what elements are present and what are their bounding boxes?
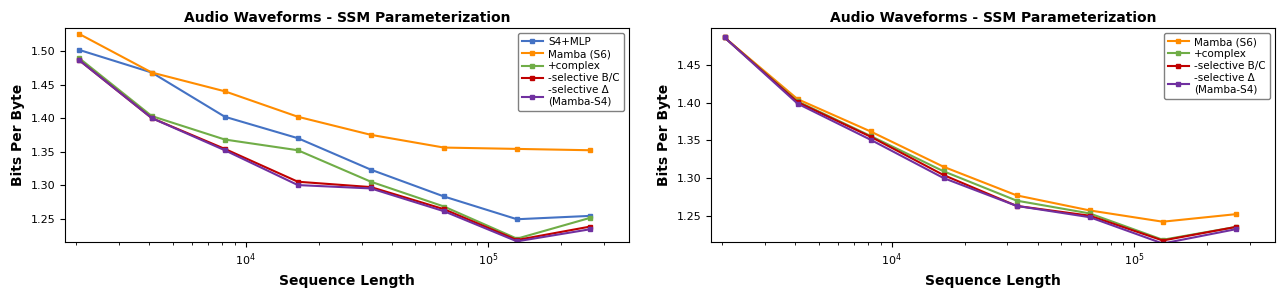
- S4+MLP: [583, 214, 598, 218]
- -selective B/C: [217, 147, 233, 151]
- -selective B/C: [1082, 214, 1097, 217]
- +complex: [436, 205, 451, 208]
- Mamba (S6): [583, 148, 598, 152]
- -selective B/C: [936, 173, 952, 177]
- +complex: [1155, 238, 1170, 242]
- -selective Δ
(Mamba-S4): [71, 58, 86, 62]
- -selective Δ
(Mamba-S4): [1010, 204, 1025, 208]
- Y-axis label: Bits Per Byte: Bits Per Byte: [12, 84, 26, 186]
- Legend: Mamba (S6), +complex, -selective B/C, -selective Δ
(Mamba-S4): Mamba (S6), +complex, -selective B/C, -s…: [1164, 33, 1269, 99]
- Title: Audio Waveforms - SSM Parameterization: Audio Waveforms - SSM Parameterization: [184, 11, 511, 25]
- +complex: [1082, 212, 1097, 215]
- -selective Δ
(Mamba-S4): [1082, 215, 1097, 219]
- S4+MLP: [144, 71, 159, 74]
- -selective B/C: [291, 180, 306, 184]
- Y-axis label: Bits Per Byte: Bits Per Byte: [657, 84, 671, 186]
- Line: -selective Δ
(Mamba-S4): -selective Δ (Mamba-S4): [77, 58, 592, 243]
- +complex: [217, 138, 233, 141]
- -selective B/C: [1010, 204, 1025, 208]
- Line: S4+MLP: S4+MLP: [77, 48, 592, 221]
- -selective B/C: [863, 135, 878, 138]
- Mamba (S6): [790, 97, 805, 101]
- Legend: S4+MLP, Mamba (S6), +complex, -selective B/C, -selective Δ
(Mamba-S4): S4+MLP, Mamba (S6), +complex, -selective…: [518, 33, 624, 111]
- Mamba (S6): [436, 146, 451, 150]
- S4+MLP: [71, 48, 86, 51]
- Mamba (S6): [509, 147, 525, 151]
- -selective Δ
(Mamba-S4): [1155, 242, 1170, 245]
- Line: +complex: +complex: [723, 35, 1238, 242]
- +complex: [71, 56, 86, 60]
- Mamba (S6): [1082, 209, 1097, 212]
- +complex: [716, 36, 732, 39]
- -selective Δ
(Mamba-S4): [217, 148, 233, 152]
- +complex: [1228, 225, 1244, 229]
- Title: Audio Waveforms - SSM Parameterization: Audio Waveforms - SSM Parameterization: [829, 11, 1156, 25]
- Mamba (S6): [1155, 220, 1170, 223]
- X-axis label: Sequence Length: Sequence Length: [925, 274, 1061, 288]
- Mamba (S6): [217, 89, 233, 93]
- S4+MLP: [291, 136, 306, 140]
- -selective Δ
(Mamba-S4): [509, 239, 525, 243]
- +complex: [790, 100, 805, 103]
- Mamba (S6): [1010, 193, 1025, 197]
- Mamba (S6): [863, 130, 878, 133]
- -selective B/C: [363, 185, 378, 189]
- Line: +complex: +complex: [77, 56, 592, 241]
- X-axis label: Sequence Length: Sequence Length: [279, 274, 415, 288]
- +complex: [583, 216, 598, 220]
- +complex: [363, 180, 378, 184]
- -selective B/C: [790, 100, 805, 104]
- -selective B/C: [583, 225, 598, 228]
- +complex: [144, 114, 159, 118]
- -selective B/C: [436, 208, 451, 211]
- Line: Mamba (S6): Mamba (S6): [77, 32, 592, 152]
- -selective B/C: [716, 36, 732, 39]
- -selective B/C: [144, 116, 159, 120]
- Mamba (S6): [144, 71, 159, 74]
- Line: -selective B/C: -selective B/C: [77, 58, 592, 242]
- Line: -selective Δ
(Mamba-S4): -selective Δ (Mamba-S4): [723, 35, 1238, 245]
- -selective Δ
(Mamba-S4): [716, 36, 732, 39]
- -selective Δ
(Mamba-S4): [790, 102, 805, 106]
- -selective B/C: [509, 238, 525, 242]
- Mamba (S6): [291, 115, 306, 118]
- -selective Δ
(Mamba-S4): [291, 183, 306, 187]
- Mamba (S6): [936, 165, 952, 169]
- Line: -selective B/C: -selective B/C: [723, 35, 1238, 242]
- Mamba (S6): [716, 36, 732, 39]
- S4+MLP: [217, 115, 233, 118]
- -selective B/C: [1228, 225, 1244, 229]
- -selective Δ
(Mamba-S4): [144, 116, 159, 120]
- S4+MLP: [436, 195, 451, 198]
- -selective Δ
(Mamba-S4): [583, 228, 598, 231]
- Mamba (S6): [71, 32, 86, 36]
- S4+MLP: [363, 168, 378, 171]
- -selective Δ
(Mamba-S4): [1228, 228, 1244, 231]
- -selective B/C: [1155, 239, 1170, 242]
- +complex: [291, 148, 306, 152]
- Mamba (S6): [363, 133, 378, 137]
- -selective B/C: [71, 58, 86, 62]
- S4+MLP: [509, 217, 525, 221]
- -selective Δ
(Mamba-S4): [436, 209, 451, 213]
- +complex: [509, 237, 525, 240]
- +complex: [936, 170, 952, 173]
- +complex: [863, 134, 878, 138]
- +complex: [1010, 199, 1025, 202]
- -selective Δ
(Mamba-S4): [363, 187, 378, 190]
- -selective Δ
(Mamba-S4): [863, 138, 878, 141]
- Line: Mamba (S6): Mamba (S6): [723, 35, 1238, 224]
- Mamba (S6): [1228, 212, 1244, 216]
- -selective Δ
(Mamba-S4): [936, 176, 952, 180]
